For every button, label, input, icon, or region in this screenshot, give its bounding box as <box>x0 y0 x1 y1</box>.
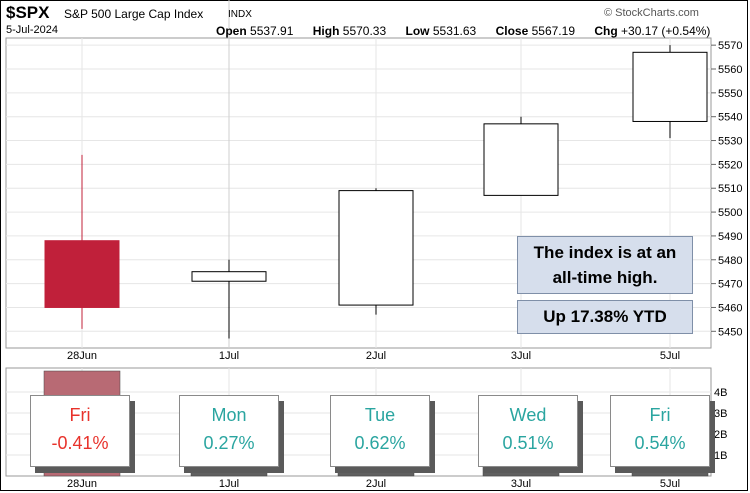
price-tick-label: 5570 <box>718 40 742 52</box>
day-change-box: Wed 0.51% <box>478 395 578 467</box>
ticker-symbol: $SPX <box>6 3 50 22</box>
x-tick-label: 5Jul <box>660 478 680 490</box>
x-tick-label: 2Jul <box>366 350 386 362</box>
price-tick-label: 5450 <box>718 326 742 338</box>
volume-tick-label: 3B <box>714 408 727 420</box>
callout-line-1: The index is at an <box>533 243 677 262</box>
price-tick-label: 5510 <box>718 183 742 195</box>
day-change-box: Mon 0.27% <box>179 395 279 467</box>
day-pct-change: 0.51% <box>502 433 554 453</box>
chg-value: +30.17 (+0.54%) <box>621 24 711 38</box>
x-tick-label: 1Jul <box>219 350 239 362</box>
day-pct-change: 0.62% <box>354 433 406 453</box>
day-name: Fri <box>649 405 671 425</box>
index-name: S&P 500 Large Cap Index <box>64 7 204 21</box>
candle-body <box>632 51 708 122</box>
price-tick-label: 5470 <box>718 279 742 291</box>
price-tick-label: 5460 <box>718 302 742 314</box>
chg-label: Chg <box>594 24 618 38</box>
day-change-box: Fri -0.41% <box>30 395 130 467</box>
price-tick-label: 5530 <box>718 136 742 148</box>
ytd-callout: Up 17.38% YTD <box>517 300 693 334</box>
x-tick-label: 28Jun <box>67 350 97 362</box>
day-change-box: Fri 0.54% <box>610 395 710 467</box>
ohlc-readout: Open 5537.91 High 5570.33 Low 5531.63 Cl… <box>216 24 726 38</box>
low-value: 5531.63 <box>432 24 477 38</box>
open-value: 5537.91 <box>250 24 294 38</box>
price-tick-label: 5490 <box>718 231 742 243</box>
close-value: 5567.19 <box>531 24 575 38</box>
price-tick-label: 5500 <box>718 207 742 219</box>
high-value: 5570.33 <box>342 24 387 38</box>
high-label: High <box>312 24 340 38</box>
candle-body <box>44 240 120 308</box>
x-tick-label: 2Jul <box>366 478 386 490</box>
exchange-label: INDX <box>228 9 252 20</box>
volume-tick-label: 4B <box>714 387 727 399</box>
price-tick-label: 5540 <box>718 112 742 124</box>
stockcharts-credit: © StockCharts.com <box>604 7 699 19</box>
candle-body <box>483 123 559 196</box>
x-tick-label: 5Jul <box>660 350 680 362</box>
day-pct-change: 0.27% <box>203 433 255 453</box>
callout-line-2: all-time high. <box>552 268 658 287</box>
price-tick-label: 5520 <box>718 159 742 171</box>
day-name: Mon <box>211 405 247 425</box>
day-change-box: Tue 0.62% <box>330 395 430 467</box>
day-pct-change: 0.54% <box>634 433 686 453</box>
volume-tick-label: 1B <box>714 450 727 462</box>
x-tick-label: 1Jul <box>219 478 239 490</box>
low-label: Low <box>405 24 430 38</box>
x-tick-label: 3Jul <box>511 350 531 362</box>
chart-date: 5-Jul-2024 <box>6 24 58 36</box>
open-label: Open <box>216 24 247 38</box>
x-tick-label: 28Jun <box>67 478 97 490</box>
day-name: Wed <box>509 405 547 425</box>
close-label: Close <box>495 24 529 38</box>
day-pct-change: -0.41% <box>51 433 109 453</box>
volume-tick-label: 2B <box>714 429 727 441</box>
day-name: Fri <box>69 405 91 425</box>
price-tick-label: 5550 <box>718 88 742 100</box>
all-time-high-callout: The index is at an all-time high. <box>517 236 693 294</box>
candle-body <box>191 271 267 282</box>
candle-body <box>338 190 414 306</box>
day-name: Tue <box>364 405 396 425</box>
price-tick-label: 5480 <box>718 255 742 267</box>
price-tick-label: 5560 <box>718 64 742 76</box>
x-tick-label: 3Jul <box>511 478 531 490</box>
